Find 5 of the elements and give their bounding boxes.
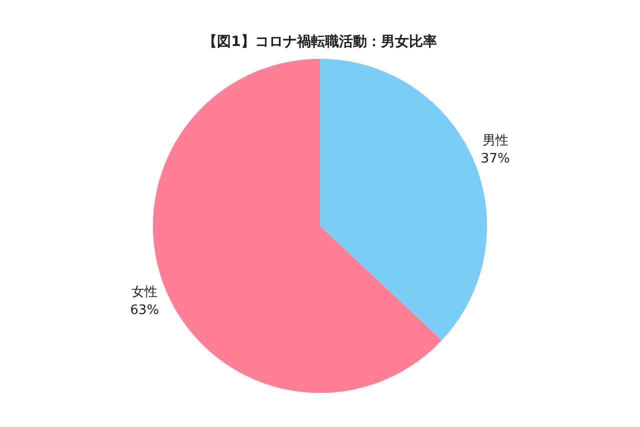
data-label: 63% (130, 303, 160, 318)
slice-label: 男性 (482, 133, 508, 148)
data-label: 37% (480, 151, 510, 166)
slice-label: 女性 (132, 285, 158, 300)
chart-title: 【図1】コロナ禍転職活動：男女比率 (203, 33, 437, 50)
